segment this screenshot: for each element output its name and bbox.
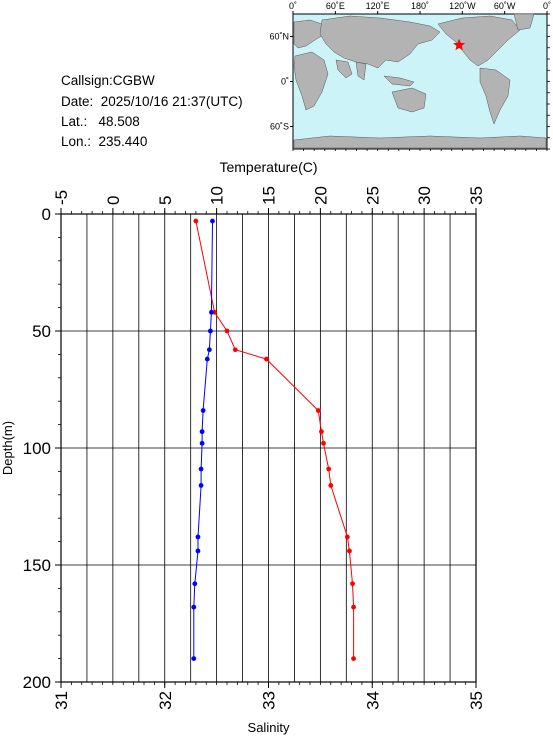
map-lon-label: 180˚ [411,1,429,11]
temperature-data-point [232,347,238,353]
map-lon-label: 120˚W [449,1,476,11]
date-label: Date: 2025/10/16 21:37(UTC) [61,94,243,109]
temperature-tick-label: 20 [311,186,330,205]
depth-axis-label: Depth(m) [0,421,15,475]
salinity-tick-label: 34 [363,691,382,710]
depth-tick-label: 100 [23,439,51,458]
plot-frame [60,213,477,683]
salinity-tick-label: 31 [52,691,71,710]
chart-grid [60,213,477,683]
temperature-tick-label: 5 [156,196,175,205]
salinity-data-point [199,440,205,446]
salinity-data-point [209,309,214,315]
temperature-data-point [351,604,356,610]
longitude-label: Lon.: 235.440 [61,134,148,149]
temperature-tick-label: 35 [467,186,486,205]
depth-tick-label: 200 [23,673,51,692]
salinity-data-point [195,548,201,554]
salinity-data-point [204,356,210,362]
salinity-data-point [191,604,197,610]
map-lat-label: 60˚N [269,32,289,42]
temperature-data-point [315,408,321,413]
chart-series [191,218,356,661]
salinity-axis-label: Salinity [248,720,290,735]
map-lon-label: 120˚E [366,1,390,11]
latitude-label: Lat.: 48.508 [61,114,140,129]
depth-tick-label: 0 [42,205,51,224]
temperature-data-point [321,440,326,446]
salinity-data-point [200,408,206,413]
salinity-data-point [199,429,205,435]
temperature-tick-label: 30 [415,186,434,205]
salinity-tick-label: 35 [467,691,486,710]
temperature-tick-label: 25 [363,186,382,205]
salinity-data-point [198,483,204,488]
temperature-tick-label: 10 [208,186,227,205]
depth-tick-label: 150 [23,556,51,575]
map-lon-label: 0˚ [543,1,551,11]
temperature-data-point [347,548,352,554]
temperature-data-point [264,356,269,362]
map-lon-label: 60˚W [494,1,516,11]
map-lon-label: 60˚E [326,1,345,11]
depth-tick-label: 50 [32,322,51,341]
map-labels: 0˚ 60˚E 120˚E 180˚ 120˚W 60˚W 0˚ 60˚N 0˚ 60˚S [269,1,551,132]
temperature-axis-label: Temperature(C) [219,159,317,175]
callsign-label: Callsign:CGBW [61,73,155,88]
temperature-tick-label: 0 [104,196,123,205]
salinity-data-point [198,466,204,472]
temperature-data-point [193,218,199,224]
temperature-data-point [351,656,356,661]
salinity-data-point [210,218,215,224]
temperature-data-point [350,581,355,587]
map-lat-label: 60˚S [270,122,289,132]
map-lon-label: 0˚ [289,1,297,11]
station-marker-icon [453,38,466,51]
temperature-data-point [326,466,332,472]
temperature-data-point [344,534,350,540]
temperature-tick-label: -5 [52,190,71,205]
salinity-tick-label: 32 [156,691,175,710]
map-lat-label: 0˚ [281,77,289,87]
location-map: 0˚ 60˚E 120˚E 180˚ 120˚W 60˚W 0˚ 60˚N 0˚ 60˚S [269,1,551,151]
salinity-data-point [206,347,212,353]
temperature-data-point [328,483,334,488]
temperature-tick-label: 15 [260,186,279,205]
map-axes [290,11,550,151]
salinity-tick-label: 33 [260,691,279,710]
temperature-profile-line [195,220,355,659]
salinity-data-point [195,534,201,540]
temperature-data-point [319,429,324,435]
salinity-data-point [192,581,198,587]
temperature-data-point [224,328,230,334]
map-land [293,13,547,149]
salinity-data-point [208,328,213,334]
salinity-data-point [191,656,197,661]
